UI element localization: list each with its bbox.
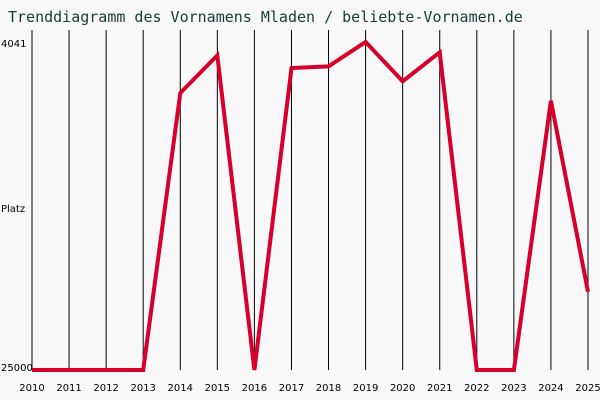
x-tick-2011: 2011 bbox=[56, 383, 81, 394]
x-tick-2020: 2020 bbox=[390, 383, 415, 394]
x-tick-2015: 2015 bbox=[205, 383, 230, 394]
series-layer bbox=[31, 39, 590, 372]
y-tick-top: 4041 bbox=[1, 39, 26, 50]
gridlines bbox=[31, 30, 589, 370]
x-tick-2018: 2018 bbox=[316, 383, 341, 394]
x-tick-2025: 2025 bbox=[575, 383, 600, 394]
x-tick-2024: 2024 bbox=[538, 383, 563, 394]
y-tick-bottom: 25000 bbox=[1, 363, 33, 374]
series-line-0 bbox=[32, 39, 590, 372]
x-tick-2010: 2010 bbox=[19, 383, 44, 394]
x-tick-2022: 2022 bbox=[464, 383, 489, 394]
chart-title: Trenddiagramm des Vornamens Mladen / bel… bbox=[8, 8, 523, 26]
x-tick-2012: 2012 bbox=[93, 383, 118, 394]
x-tick-labels: 2010 2011 2012 2013 2014 2015 2016 2017 2018 2019… bbox=[19, 383, 600, 394]
x-tick-2017: 2017 bbox=[279, 383, 304, 394]
x-tick-2013: 2013 bbox=[130, 383, 155, 394]
x-tick-2023: 2023 bbox=[501, 383, 526, 394]
x-tick-2019: 2019 bbox=[353, 383, 378, 394]
y-tick-labels: 4041 25000 bbox=[1, 39, 33, 374]
x-tick-2021: 2021 bbox=[427, 383, 452, 394]
x-tick-2014: 2014 bbox=[168, 383, 193, 394]
y-axis-label: Platz bbox=[1, 204, 25, 215]
x-tick-2016: 2016 bbox=[242, 383, 267, 394]
